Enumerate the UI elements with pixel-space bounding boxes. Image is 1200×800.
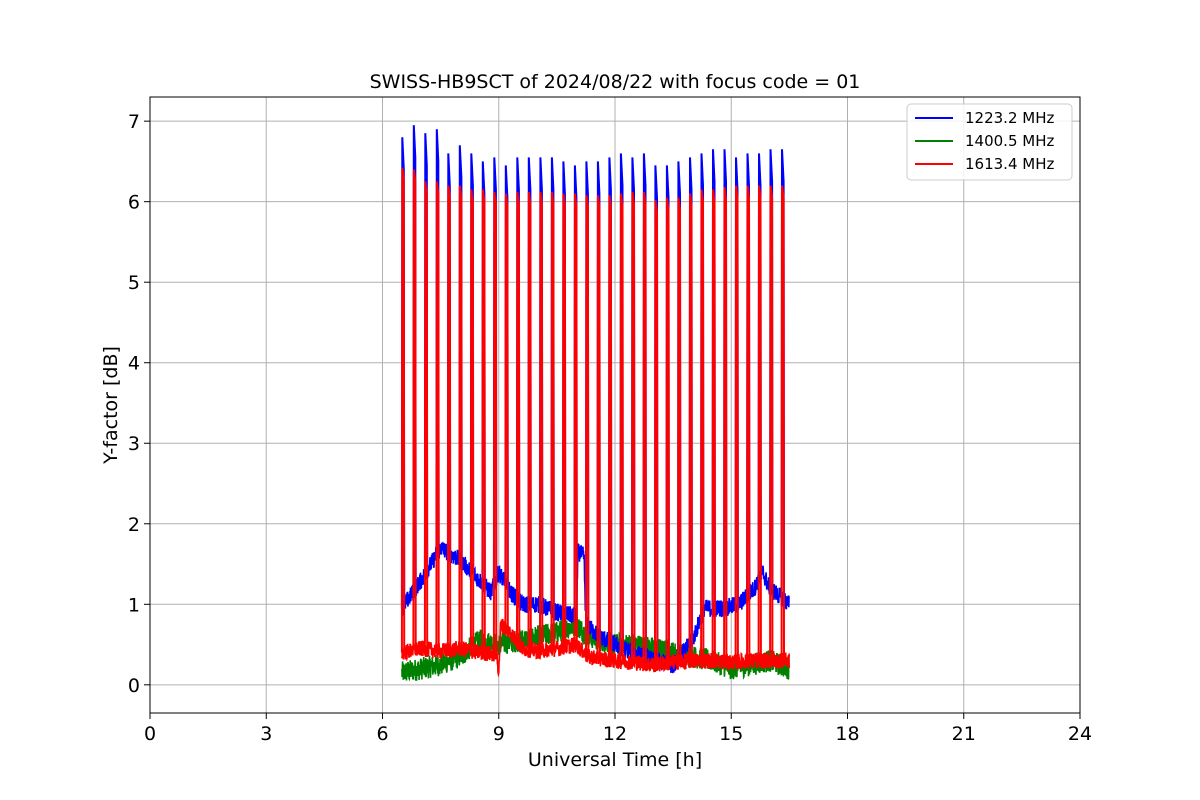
x-tick-label: 3 — [260, 723, 272, 745]
calibration-spike — [631, 191, 636, 663]
x-tick-label: 9 — [493, 723, 505, 745]
x-tick-label: 12 — [603, 723, 627, 745]
calibration-spike — [769, 185, 774, 661]
y-tick-label: 5 — [128, 272, 140, 294]
calibration-spike — [481, 189, 486, 653]
calibration-spike — [527, 191, 532, 650]
legend: 1223.2 MHz 1400.5 MHz 1613.4 MHz — [906, 103, 1073, 181]
calibration-spike — [400, 167, 406, 653]
calibration-spike — [539, 191, 544, 651]
y-axis-title: Y-factor [dB] — [100, 346, 122, 465]
calibration-spike — [780, 185, 785, 661]
y-tick-label: 6 — [128, 192, 140, 214]
calibration-spike — [700, 189, 705, 661]
calibration-spike — [711, 189, 716, 661]
y-tick-label: 1 — [128, 594, 140, 616]
y-axis-ticks: 0 1 2 3 4 5 6 7 — [128, 111, 150, 697]
y-tick-label: 0 — [128, 675, 140, 697]
calibration-spike — [550, 191, 555, 650]
calibration-spike — [596, 195, 601, 659]
calibration-spike — [746, 185, 751, 662]
calibration-spike — [492, 191, 498, 655]
calibration-spike — [665, 197, 670, 664]
series-baseline — [401, 618, 790, 678]
calibration-spike — [504, 193, 509, 629]
y-tick-label: 4 — [128, 353, 140, 375]
calibration-spike — [469, 189, 475, 651]
calibration-spike — [573, 193, 578, 645]
calibration-spike — [412, 169, 417, 651]
legend-label: 1613.4 MHz — [965, 155, 1054, 173]
x-tick-label: 24 — [1068, 723, 1092, 745]
calibration-spike — [516, 191, 521, 642]
y-tick-label: 3 — [128, 433, 140, 455]
x-axis-title: Universal Time [h] — [528, 749, 702, 771]
legend-box — [906, 103, 1073, 181]
x-tick-label: 6 — [376, 723, 388, 745]
x-tick-label: 21 — [952, 723, 976, 745]
x-tick-label: 15 — [719, 723, 743, 745]
series-1613-4-mhz — [400, 167, 790, 678]
legend-label: 1400.5 MHz — [965, 132, 1054, 150]
calibration-spike — [619, 193, 624, 662]
calibration-spike — [423, 181, 429, 650]
y-tick-label: 2 — [128, 514, 140, 536]
calibration-spike — [642, 191, 647, 664]
legend-label: 1223.2 MHz — [965, 109, 1054, 127]
calibration-spike — [688, 193, 693, 661]
calibration-spike — [585, 195, 590, 655]
y-tick-label: 7 — [128, 111, 140, 133]
calibration-spike — [446, 185, 452, 651]
calibration-spike — [435, 181, 440, 651]
calibration-spike — [677, 197, 682, 662]
calibration-spike — [757, 185, 762, 661]
calibration-spike — [723, 187, 728, 662]
calibration-spike — [458, 185, 463, 649]
calibration-spike — [608, 195, 613, 660]
x-tick-label: 18 — [835, 723, 859, 745]
grid — [149, 97, 1081, 713]
chart-title: SWISS-HB9SCT of 2024/08/22 with focus co… — [370, 71, 861, 93]
x-axis-ticks: 0 3 6 9 12 15 18 21 24 — [144, 713, 1092, 745]
calibration-spike — [562, 193, 567, 648]
calibration-spike — [654, 199, 659, 665]
x-tick-label: 0 — [144, 723, 156, 745]
calibration-spike — [734, 185, 739, 662]
series-layer — [400, 125, 790, 682]
